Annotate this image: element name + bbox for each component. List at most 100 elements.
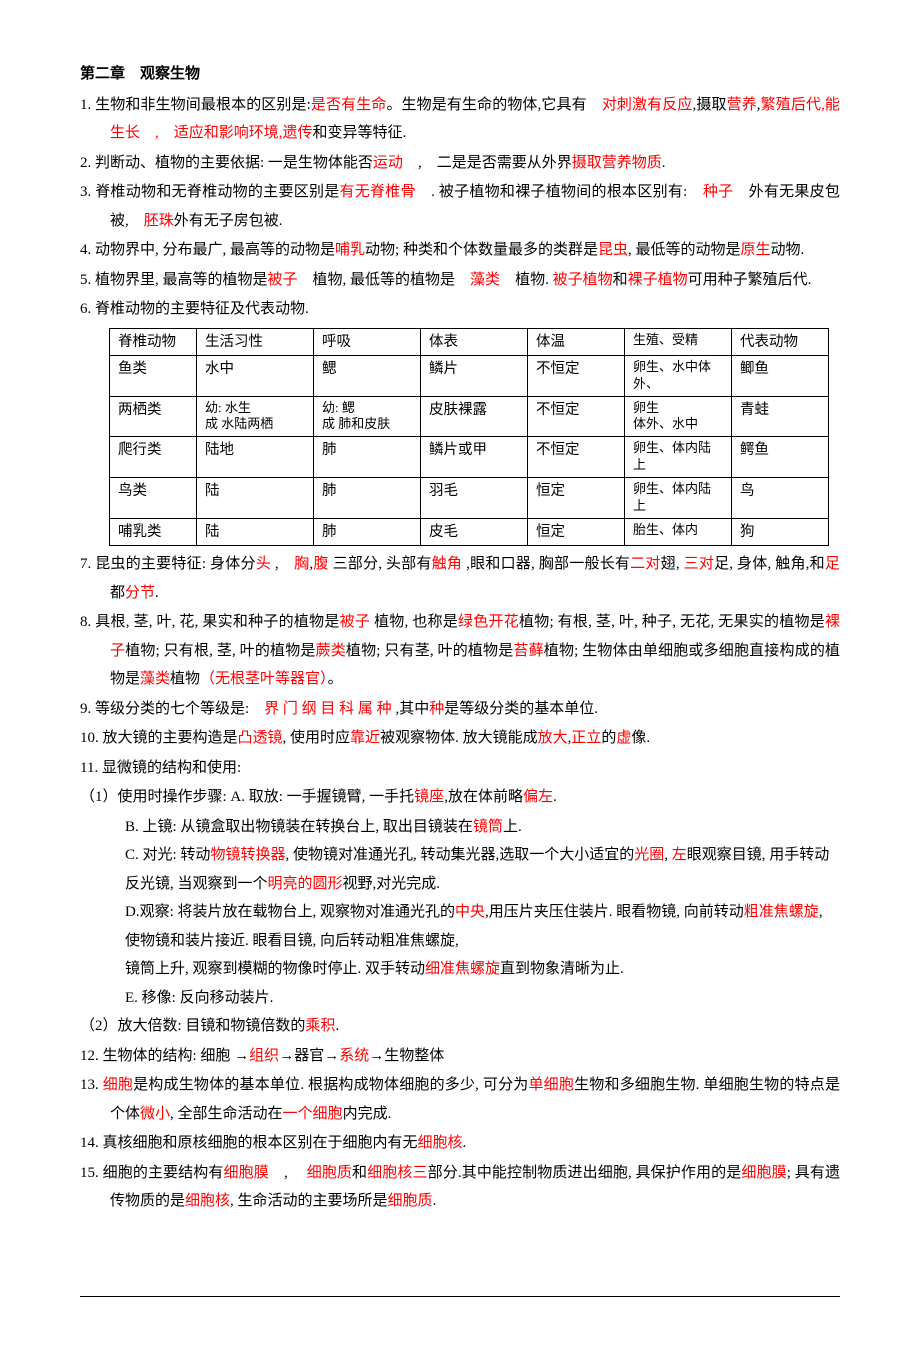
txt: 3. 脊椎动物和无脊椎动物的主要区别是 <box>80 184 340 200</box>
table-cell: 鲫鱼 <box>732 355 829 396</box>
txt: 动物. <box>771 242 805 258</box>
table-cell: 肺 <box>314 518 421 545</box>
txt: 三部分, 头部有 <box>333 556 432 572</box>
table-cell: 卵生、体内陆上 <box>625 478 732 519</box>
txt: ,眼和口器, 胸部一般长有 <box>462 556 630 572</box>
txt: 植物, 也称是 <box>370 614 458 630</box>
hl: 细胞膜 <box>741 1165 786 1181</box>
txt: 部分.其中能控制物质进出细胞, 具保护作用的是 <box>428 1165 742 1181</box>
table-cell: 卵生体外、水中 <box>625 396 732 437</box>
hl: 原生 <box>740 242 770 258</box>
table-cell: 卵生、体内陆上 <box>625 437 732 478</box>
txt: C. 对光: 转动 <box>125 847 210 863</box>
table-cell: 幼: 鳃成 肺和皮肤 <box>314 396 421 437</box>
hl: 虚 <box>616 730 631 746</box>
item-15: 15. 细胞的主要结构有 细胞膜 , 细胞质 和细胞核三部分.其中能控制物质进出细胞… <box>80 1159 840 1216</box>
footer-rule <box>80 1296 840 1297</box>
txt: . 被子植物和裸子植物间的根本区别有: <box>416 184 703 200</box>
hl: （无根茎叶等器官） <box>200 671 328 687</box>
table-cell: 爬行类 <box>110 437 197 478</box>
hl: 明亮的圆形 <box>268 876 343 892</box>
table-cell: 皮毛 <box>421 518 528 545</box>
txt: , 使物镜对准通光孔, 转动集光器,选取一个大小适宜的 <box>285 847 634 863</box>
table-header: 呼吸 <box>314 328 421 355</box>
txt: 2. 判断动、植物的主要依据: 一是生物体能否 <box>80 155 373 171</box>
txt: . <box>335 1018 339 1034</box>
hl: 裸子植物 <box>628 272 688 288</box>
txt: 可用种子繁殖后代. <box>688 272 812 288</box>
hl: 细胞 <box>103 1077 133 1093</box>
txt: . <box>553 789 557 805</box>
hl: 蕨类 <box>316 643 346 659</box>
txt: 上. <box>503 819 522 835</box>
txt: 。生物是有生命的物体,它具有 <box>386 97 601 113</box>
table-cell: 鸟 <box>732 478 829 519</box>
hl: 足 <box>825 556 840 572</box>
table-header: 生活习性 <box>197 328 314 355</box>
txt: 13. <box>80 1077 103 1093</box>
txt: 植物 <box>170 671 200 687</box>
table-cell: 恒定 <box>528 478 625 519</box>
vertebrate-table: 脊椎动物生活习性呼吸体表体温生殖、受精代表动物鱼类水中鳃鳞片不恒定卵生、水中体外… <box>109 328 829 547</box>
item-11-d: D.观察: 将装片放在载物台上, 观察物对准通光孔的中央,用压片夹压住装片. 眼… <box>80 898 840 955</box>
table-header: 体表 <box>421 328 528 355</box>
hl: 种 <box>429 701 444 717</box>
hl: 苔藓 <box>513 643 543 659</box>
txt: ,放在体前略 <box>444 789 523 805</box>
txt: , <box>269 1165 307 1181</box>
txt: 1. 生物和非生物间最根本的区别是: <box>80 97 311 113</box>
txt: , 二是是否需要从外界 <box>403 155 572 171</box>
hl: 腹 <box>313 556 332 572</box>
hl: 分节 <box>125 585 155 601</box>
txt: →器官→ <box>279 1048 339 1064</box>
hl: 运动 <box>373 155 403 171</box>
txt: 直到物象清晰为止. <box>500 961 624 977</box>
txt: 9. 等级分类的七个等级是: <box>80 701 264 717</box>
txt: 动物; 种类和个体数量最多的类群是 <box>365 242 598 258</box>
hl: 一个细胞 <box>283 1106 343 1122</box>
hl: 粗准焦螺旋 <box>744 904 819 920</box>
txt: 和 <box>352 1165 367 1181</box>
txt: ,用压片夹压住装片. 眼看物镜, 向前转动 <box>485 904 744 920</box>
hl: 营养 <box>727 97 757 113</box>
item-13: 13. 细胞是构成生物体的基本单位. 根据构成物体细胞的多少, 可分为单细胞生物… <box>80 1071 840 1128</box>
hl: 被子植物 <box>553 272 613 288</box>
hl: 细胞质 <box>388 1193 433 1209</box>
hl: 物镜转换器 <box>210 847 285 863</box>
hl: 细胞核三 <box>367 1165 427 1181</box>
hl: 系统 <box>339 1048 369 1064</box>
hl: 被子 <box>268 272 298 288</box>
hl: 微小 <box>140 1106 170 1122</box>
txt: （1）使用时操作步骤: A. 取放: 一手握镜臂, 一手托 <box>80 789 414 805</box>
txt: 10. 放大镜的主要构造是 <box>80 730 238 746</box>
item-3: 3. 脊椎动物和无脊椎动物的主要区别是有无脊椎骨 . 被子植物和裸子植物间的根本… <box>80 178 840 235</box>
txt: 15. 细胞的主要结构有 <box>80 1165 224 1181</box>
txt: 植物; 只有根, 茎, 叶的植物是 <box>125 643 315 659</box>
hl: 细胞核 <box>185 1193 230 1209</box>
txt: 8. 具根, 茎, 叶, 花, 果实和种子的植物是 <box>80 614 340 630</box>
txt: , 全部生命活动在 <box>170 1106 283 1122</box>
hl: 偏左 <box>523 789 553 805</box>
item-4: 4. 动物界中, 分布最广, 最高等的动物是哺乳动物; 种类和个体数量最多的类群… <box>80 236 840 265</box>
hl: 胚珠 <box>144 213 174 229</box>
txt: 是构成生物体的基本单位. 根据构成物体细胞的多少, 可分为 <box>133 1077 528 1093</box>
hl: 凸透镜 <box>238 730 283 746</box>
item-6: 6. 脊椎动物的主要特征及代表动物. <box>80 295 840 324</box>
table-cell: 陆地 <box>197 437 314 478</box>
table-cell: 哺乳类 <box>110 518 197 545</box>
txt: 植物. <box>500 272 553 288</box>
txt: 5. 植物界里, 最高等的植物是 <box>80 272 268 288</box>
hl: 昆虫 <box>598 242 628 258</box>
txt: D.观察: 将装片放在载物台上, 观察物对准通光孔的 <box>125 904 455 920</box>
table-cell: 鳞片或甲 <box>421 437 528 478</box>
txt: , 使用时应 <box>283 730 351 746</box>
txt: 4. 动物界中, 分布最广, 最高等的动物是 <box>80 242 335 258</box>
hl: 光圈 <box>634 847 664 863</box>
hl: 被子 <box>340 614 370 630</box>
txt: 14. 真核细胞和原核细胞的根本区别在于细胞内有无 <box>80 1135 418 1151</box>
hl: 三对 <box>684 556 714 572</box>
txt: . <box>463 1135 467 1151</box>
hl: 界 门 纲 目 科 属 种 <box>264 701 395 717</box>
txt: , 生命活动的主要场所是 <box>230 1193 388 1209</box>
txt: , <box>664 847 672 863</box>
